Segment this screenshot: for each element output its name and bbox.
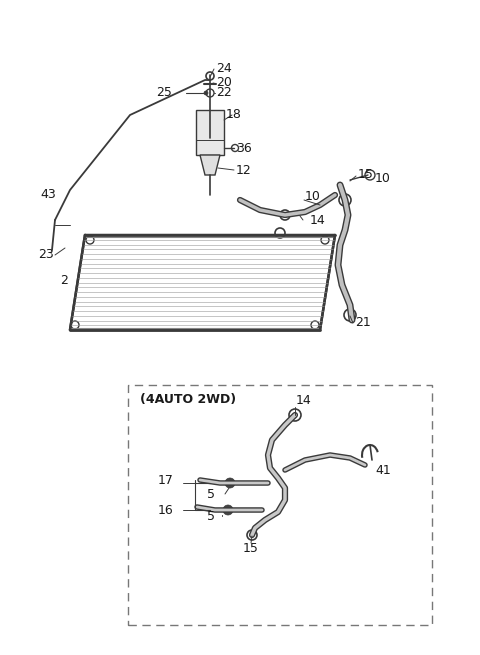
Text: (4AUTO 2WD): (4AUTO 2WD) bbox=[140, 394, 236, 407]
Circle shape bbox=[204, 91, 208, 95]
Text: 14: 14 bbox=[296, 394, 312, 407]
Text: 15: 15 bbox=[358, 168, 374, 181]
Text: 2: 2 bbox=[60, 274, 68, 286]
Text: 25: 25 bbox=[156, 86, 172, 100]
Polygon shape bbox=[196, 110, 224, 155]
Text: 14: 14 bbox=[310, 214, 326, 227]
Text: 21: 21 bbox=[355, 316, 371, 329]
Text: 23: 23 bbox=[38, 248, 54, 261]
Text: 10: 10 bbox=[375, 172, 391, 185]
Text: 41: 41 bbox=[375, 464, 391, 476]
Circle shape bbox=[223, 505, 233, 515]
Text: 5: 5 bbox=[207, 487, 215, 500]
Text: 17: 17 bbox=[158, 474, 174, 487]
Text: 12: 12 bbox=[236, 164, 252, 176]
Text: 20: 20 bbox=[216, 77, 232, 90]
Text: 16: 16 bbox=[158, 504, 174, 517]
Text: 5: 5 bbox=[207, 510, 215, 523]
Text: 18: 18 bbox=[226, 109, 242, 121]
Text: 36: 36 bbox=[236, 141, 252, 155]
Text: 43: 43 bbox=[40, 189, 56, 202]
Circle shape bbox=[225, 478, 235, 488]
Text: 10: 10 bbox=[305, 191, 321, 204]
Text: 15: 15 bbox=[243, 542, 259, 555]
Text: 24: 24 bbox=[216, 62, 232, 75]
Text: 22: 22 bbox=[216, 86, 232, 100]
Polygon shape bbox=[200, 155, 220, 175]
Bar bbox=[128, 385, 432, 625]
